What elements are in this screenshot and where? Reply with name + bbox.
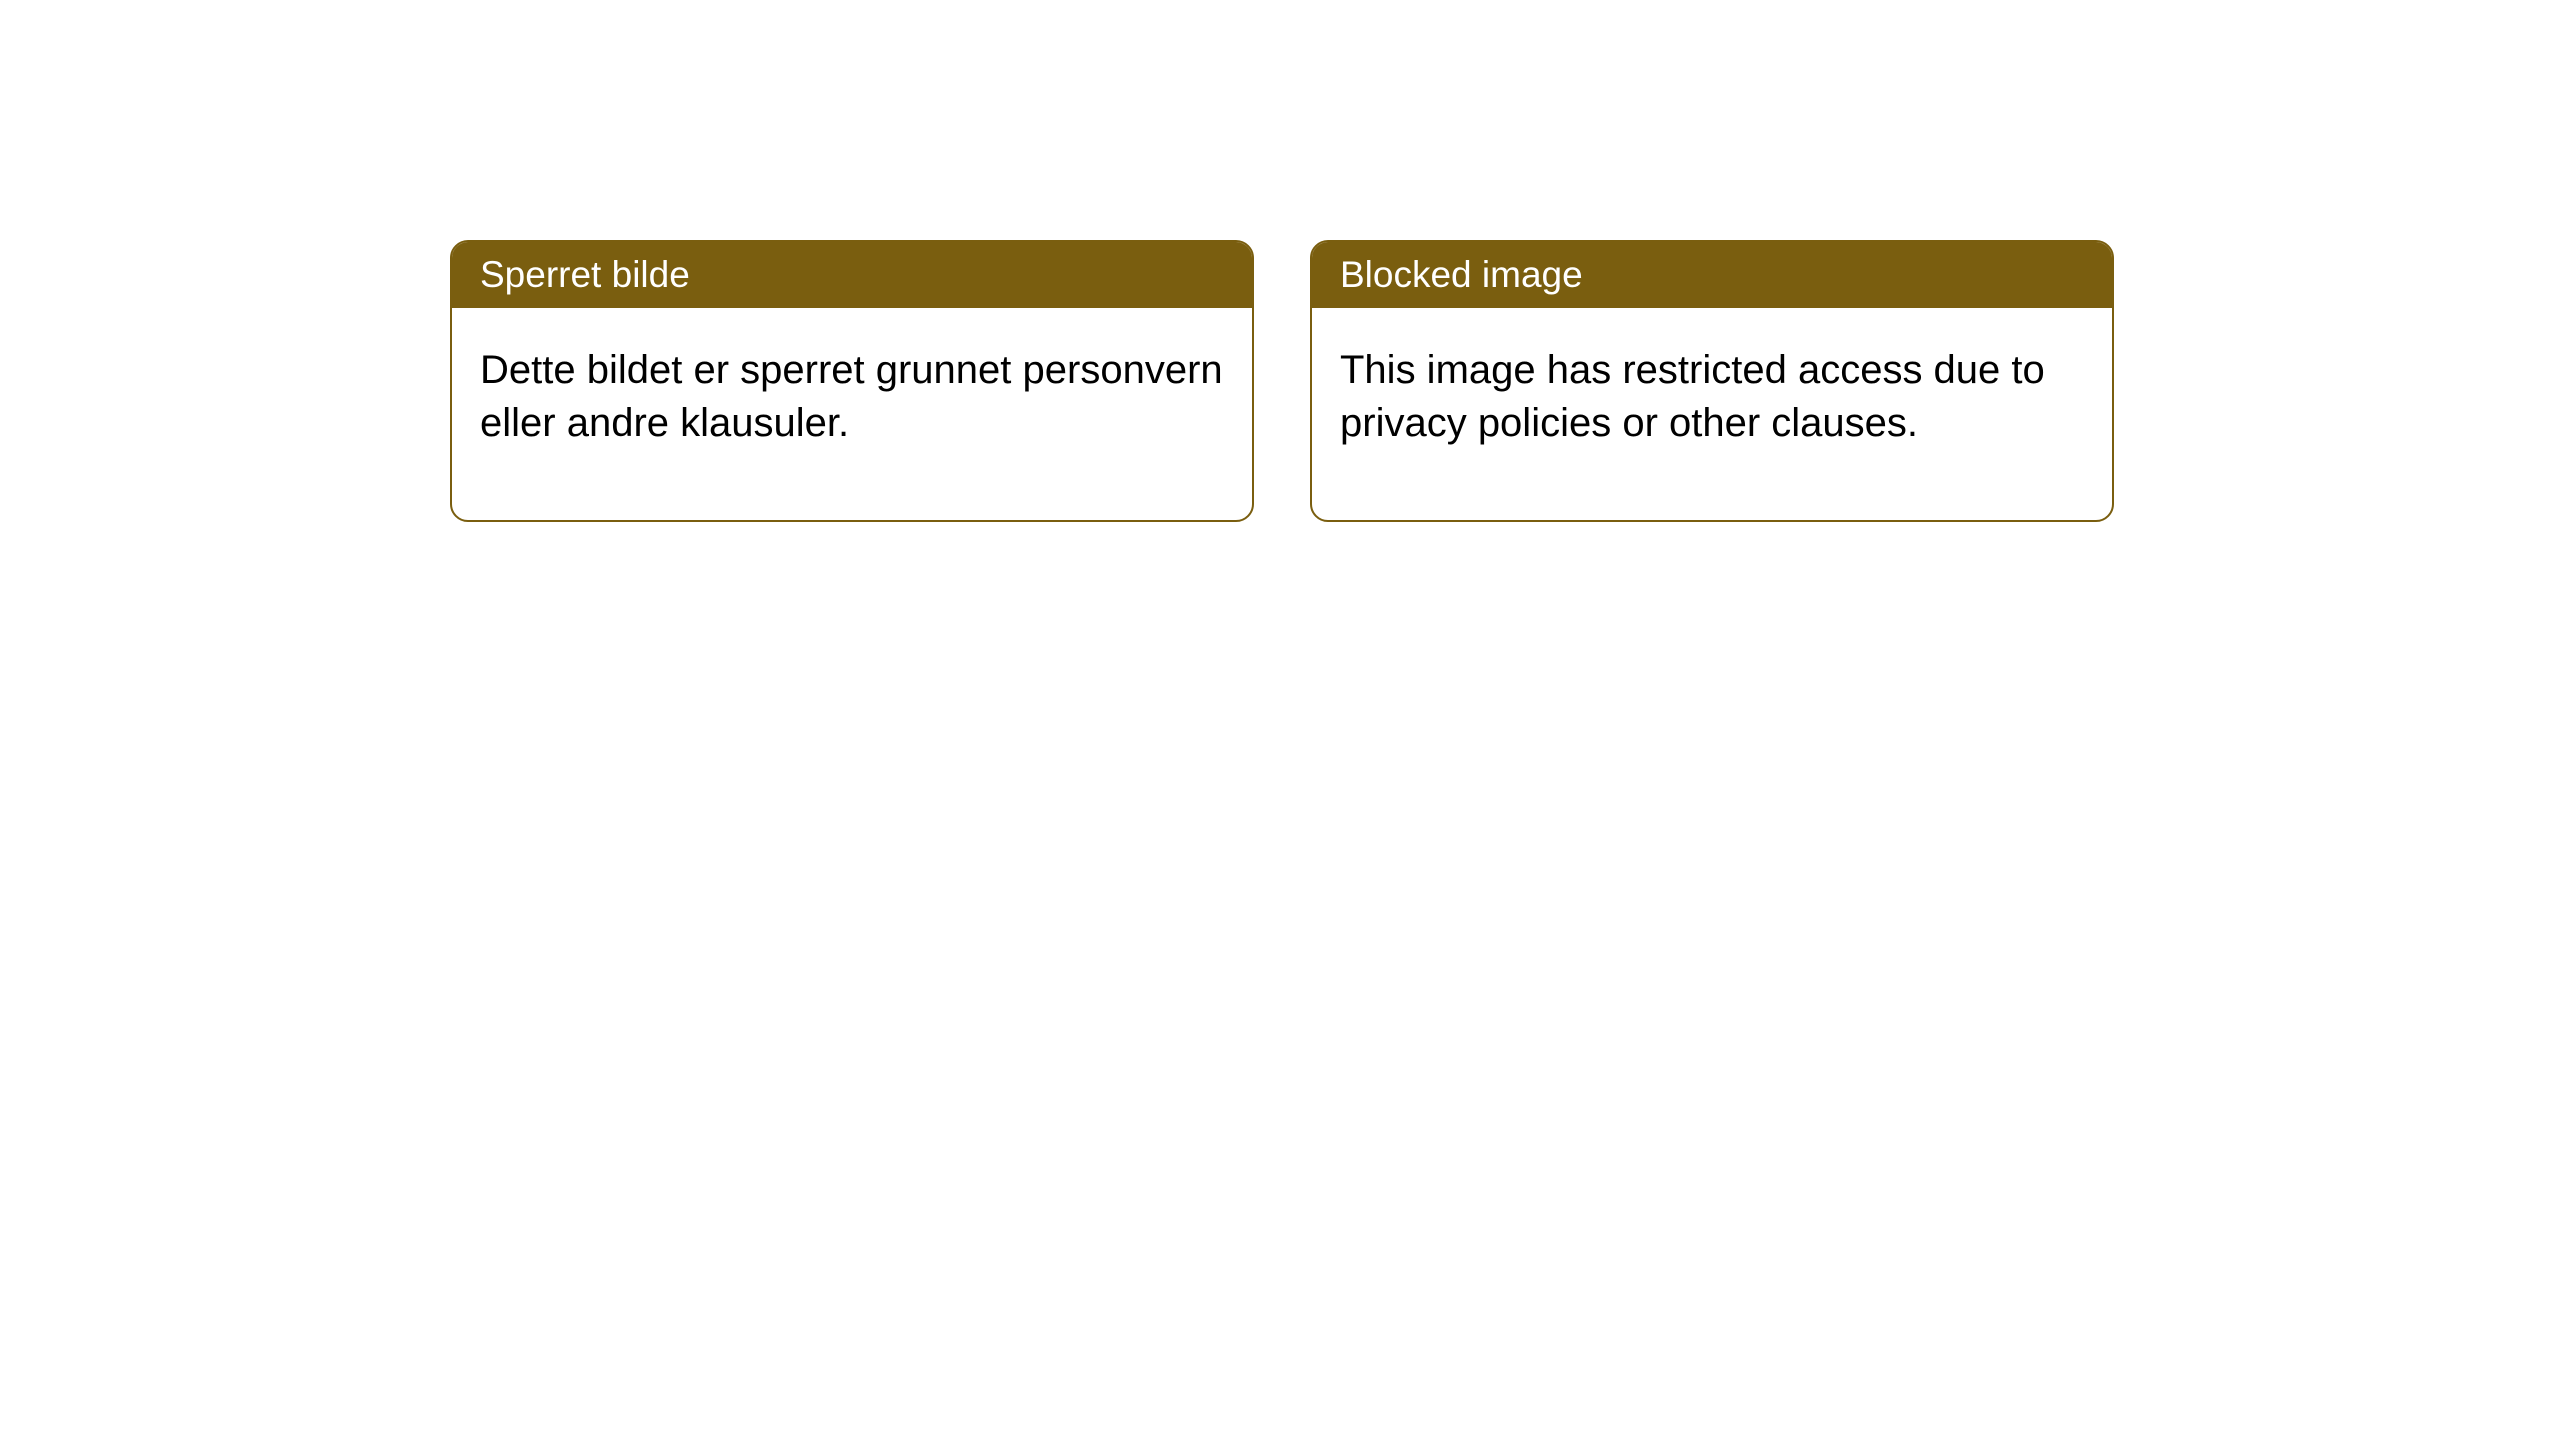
notice-card-norwegian: Sperret bilde Dette bildet er sperret gr…	[450, 240, 1254, 522]
notices-container: Sperret bilde Dette bildet er sperret gr…	[450, 240, 2114, 522]
notice-body: Dette bildet er sperret grunnet personve…	[452, 308, 1252, 520]
notice-body-text: This image has restricted access due to …	[1340, 348, 2045, 445]
notice-body: This image has restricted access due to …	[1312, 308, 2112, 520]
notice-header: Blocked image	[1312, 242, 2112, 308]
notice-header: Sperret bilde	[452, 242, 1252, 308]
notice-title: Blocked image	[1340, 254, 1583, 295]
notice-title: Sperret bilde	[480, 254, 690, 295]
notice-body-text: Dette bildet er sperret grunnet personve…	[480, 348, 1223, 445]
notice-card-english: Blocked image This image has restricted …	[1310, 240, 2114, 522]
